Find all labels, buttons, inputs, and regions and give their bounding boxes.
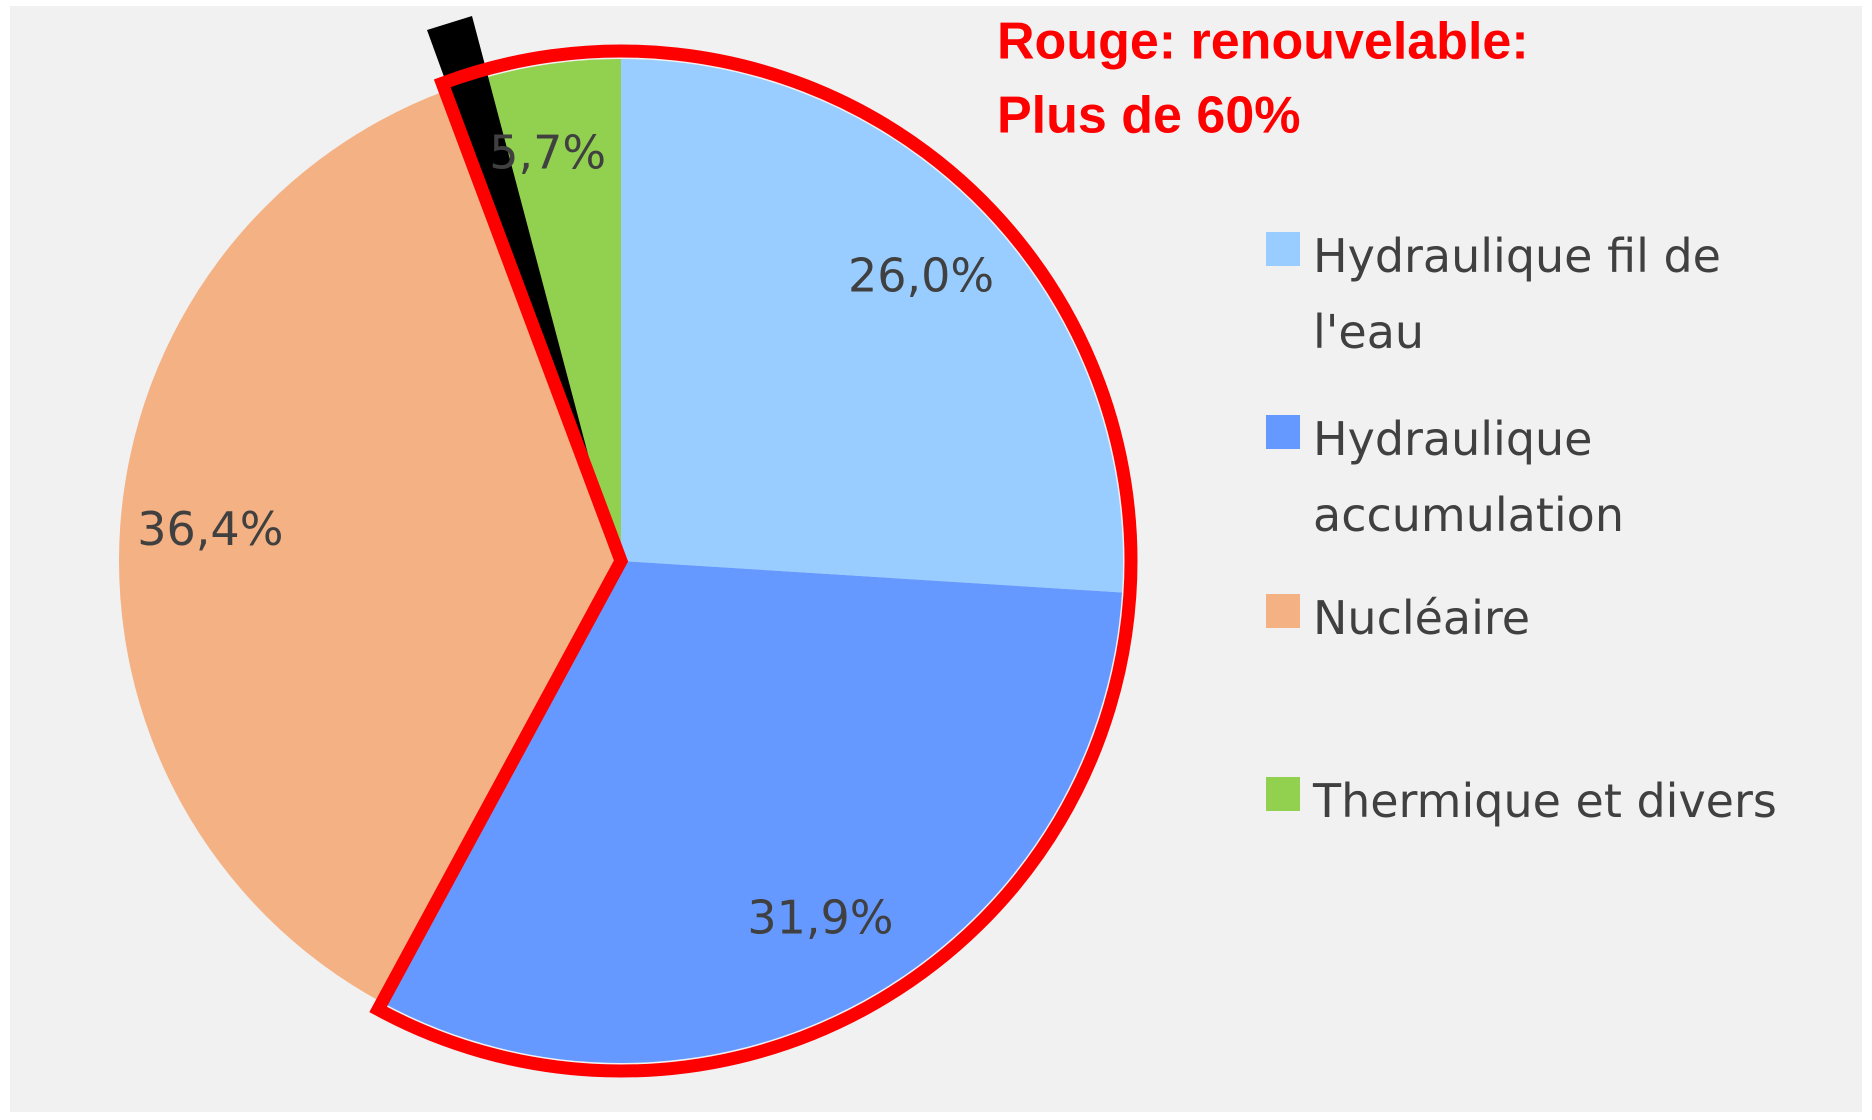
legend-label: Thermique et divers <box>1313 774 1777 828</box>
data-label: 31,9% <box>747 891 893 945</box>
legend-label: Nucléaire <box>1313 591 1531 645</box>
legend-item: Hydraulique fil de l'eau <box>1266 218 1783 370</box>
legend-swatch <box>1266 415 1300 449</box>
annotation: Plus de 60% <box>997 87 1300 145</box>
legend-label: Hydraulique accumulation <box>1313 412 1624 542</box>
data-label: 36,4% <box>137 502 283 556</box>
pie-slice <box>621 59 1123 593</box>
legend-swatch <box>1266 594 1300 628</box>
legend-swatch <box>1266 232 1300 266</box>
legend-item: Nucléaire <box>1266 580 1783 656</box>
legend-swatch <box>1266 777 1300 811</box>
data-label: 26,0% <box>848 249 994 303</box>
legend-label: Hydraulique fil de l'eau <box>1313 229 1721 359</box>
legend-item: Thermique et divers <box>1266 763 1783 839</box>
renewable-outline <box>369 44 1138 1078</box>
annotation: Rouge: renouvelable: <box>997 13 1529 71</box>
pie-slice <box>381 561 1123 1063</box>
legend-item: Hydraulique accumulation <box>1266 401 1783 553</box>
data-label: 5,7% <box>489 125 606 179</box>
pie-slice <box>118 90 621 1003</box>
